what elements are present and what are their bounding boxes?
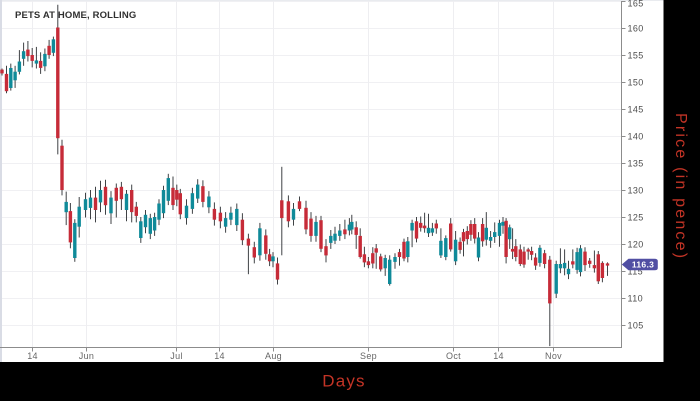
svg-text:160: 160 [628, 24, 644, 34]
svg-text:105: 105 [628, 321, 644, 331]
svg-text:135: 135 [628, 159, 644, 169]
svg-text:165: 165 [628, 0, 644, 9]
svg-text:Price (in pence): Price (in pence) [672, 113, 689, 260]
svg-text:116.3: 116.3 [632, 260, 654, 270]
svg-text:125: 125 [628, 213, 644, 223]
svg-text:140: 140 [628, 132, 644, 142]
svg-text:Jul: Jul [170, 351, 182, 361]
svg-text:Aug: Aug [265, 351, 282, 361]
svg-text:14: 14 [493, 351, 504, 361]
svg-text:Nov: Nov [545, 351, 562, 361]
svg-text:150: 150 [628, 78, 644, 88]
svg-text:Days: Days [322, 372, 366, 391]
svg-text:130: 130 [628, 186, 644, 196]
svg-text:Oct: Oct [446, 351, 461, 361]
svg-text:PETS AT HOME, ROLLING: PETS AT HOME, ROLLING [15, 10, 136, 21]
svg-text:14: 14 [214, 351, 225, 361]
svg-text:155: 155 [628, 51, 644, 61]
svg-text:115: 115 [628, 267, 644, 277]
svg-text:145: 145 [628, 105, 644, 115]
svg-text:Sep: Sep [360, 351, 377, 361]
svg-text:14: 14 [27, 351, 38, 361]
svg-text:Jun: Jun [79, 351, 94, 361]
svg-text:120: 120 [628, 240, 644, 250]
svg-text:110: 110 [628, 294, 644, 304]
